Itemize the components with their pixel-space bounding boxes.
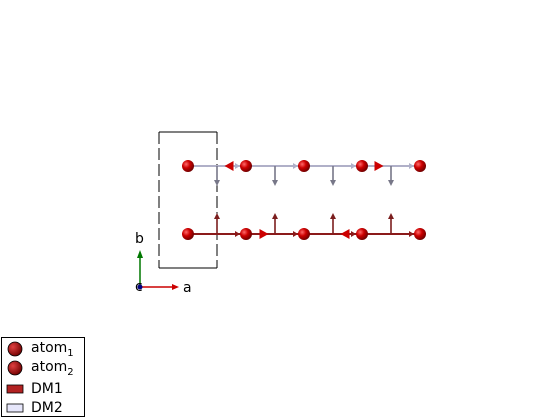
dm-vector-marker <box>374 161 384 171</box>
bond-arrowhead <box>235 163 240 169</box>
bond-arrowhead <box>351 231 356 237</box>
spin-up-arrow-head <box>272 213 278 219</box>
atom1-sphere-icon <box>7 341 23 357</box>
atom-sphere <box>240 160 252 172</box>
b-axis-arrowhead <box>137 250 143 258</box>
atom-sphere <box>182 228 194 240</box>
c-axis-dot <box>137 284 143 290</box>
a-axis-arrowhead <box>172 284 179 290</box>
atom2-sphere-icon <box>7 360 23 376</box>
atom-sphere <box>356 228 368 240</box>
legend-label-dm2: DM2 <box>31 400 63 416</box>
bond-arrowhead <box>409 231 414 237</box>
bond-arrowhead <box>293 231 298 237</box>
dm1-box-icon <box>6 384 24 394</box>
legend-label-dm1: DM1 <box>31 381 63 397</box>
bond-arrowhead <box>351 163 356 169</box>
atom-sphere <box>182 160 194 172</box>
spin-down-arrow-head <box>272 180 278 186</box>
atom-sphere <box>298 160 310 172</box>
dm2-box-icon <box>6 403 24 413</box>
spin-down-arrow-head <box>388 180 394 186</box>
b-axis-label: b <box>135 231 144 247</box>
atom-sphere <box>298 228 310 240</box>
unit-cell <box>158 131 218 269</box>
atom-sphere <box>414 160 426 172</box>
a-axis-label: a <box>183 280 192 296</box>
bond-arrowhead <box>293 163 298 169</box>
spin-up-arrow-head <box>214 213 220 219</box>
spin-up-arrow-head <box>388 213 394 219</box>
axes-triad <box>137 250 179 290</box>
spin-down-arrow-head <box>330 180 336 186</box>
dm-vectors <box>224 161 384 239</box>
atoms <box>182 160 426 240</box>
atom-sphere <box>414 228 426 240</box>
atom-sphere <box>240 228 252 240</box>
bond-arrowhead <box>409 163 414 169</box>
spin-arrows <box>214 166 394 234</box>
dm-vector-marker <box>259 229 269 239</box>
dm-vector-marker <box>224 161 234 171</box>
spin-up-arrow-head <box>330 213 336 219</box>
bond-arrowhead <box>235 231 240 237</box>
dm-vector-marker <box>340 229 350 239</box>
legend: atom1 atom2 DM1 DM2 <box>1 337 85 417</box>
spin-down-arrow-head <box>214 180 220 186</box>
c-axis-label: c <box>135 279 143 295</box>
atom-sphere <box>356 160 368 172</box>
legend-label-atom2: atom2 <box>31 358 74 378</box>
legend-label-atom1: atom1 <box>31 339 74 359</box>
